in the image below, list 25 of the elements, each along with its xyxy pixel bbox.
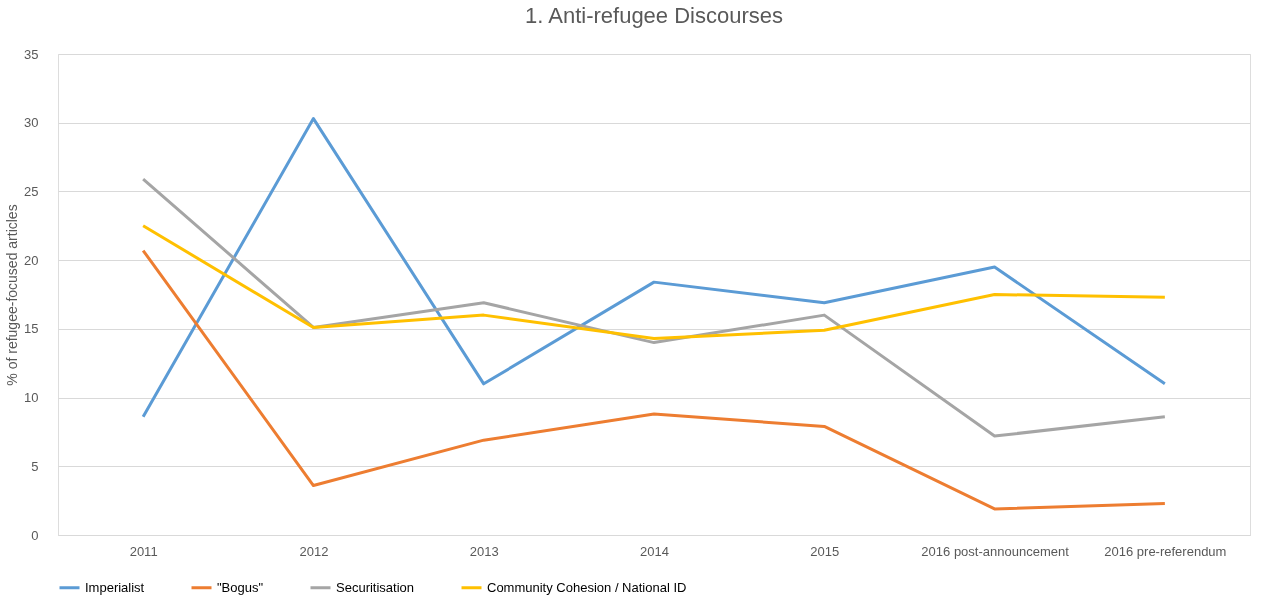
y-axis-title: % of refugee-focused articles	[4, 204, 21, 386]
y-tick-label: 20	[24, 252, 39, 268]
y-tick-label: 0	[31, 527, 39, 543]
y-tick-label: 15	[24, 321, 39, 337]
x-tick-label: 2016 post-announcement	[921, 543, 1070, 559]
legend-label: Securitisation	[336, 579, 415, 595]
y-tick-label: 10	[24, 390, 39, 406]
x-tick-label: 2015	[810, 543, 840, 559]
x-tick-label: 2012	[299, 543, 329, 559]
x-tick-label: 2016 pre-referendum	[1104, 543, 1227, 559]
x-tick-label: 2011	[129, 543, 158, 559]
y-tick-label: 30	[24, 115, 39, 131]
line-series	[141, 177, 1167, 438]
x-tick-label: 2013	[469, 543, 499, 559]
y-tick-label: 25	[24, 183, 39, 199]
x-tick-label: 2014	[640, 543, 669, 559]
line-series	[141, 224, 1167, 340]
line-series	[141, 117, 1167, 419]
legend-label: Community Cohesion / National ID	[487, 579, 687, 595]
y-tick-label: 35	[24, 46, 39, 62]
legend-label: "Bogus"	[217, 579, 264, 595]
y-tick-label: 5	[31, 458, 39, 474]
chart-title: 1. Anti-refugee Discourses	[524, 3, 784, 28]
line-series	[141, 249, 1167, 511]
legend-label: Imperialist	[85, 579, 145, 595]
